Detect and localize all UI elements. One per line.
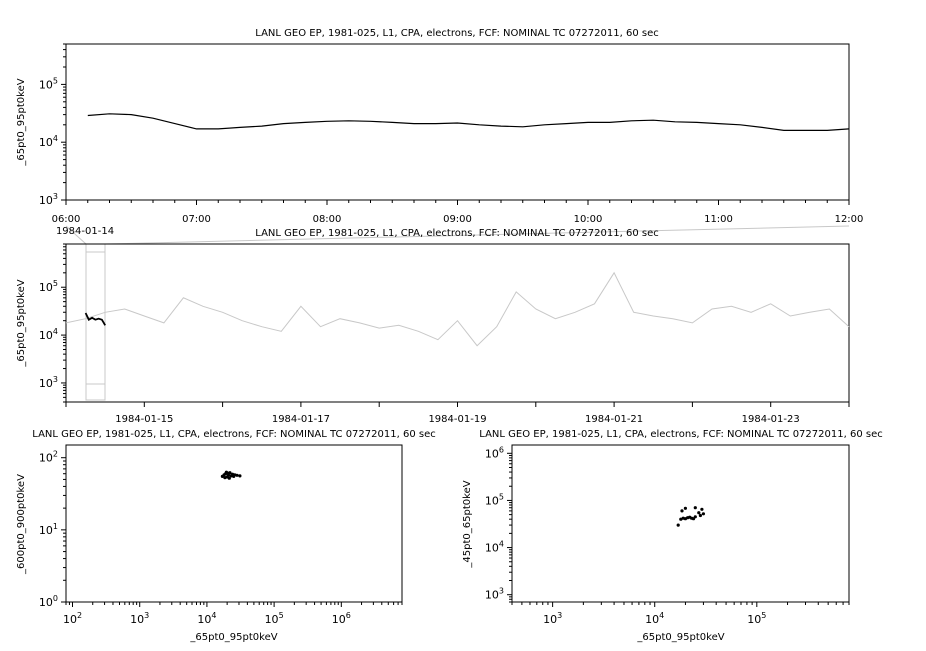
bl-plot-frame xyxy=(65,444,403,603)
top-panel: LANL GEO EP, 1981-025, L1, CPA, electron… xyxy=(16,28,863,237)
br-ytick-label: 103 xyxy=(485,587,504,602)
mid-xtick-label: 1984-01-19 xyxy=(428,414,486,425)
top-xtick-label: 08:00 xyxy=(313,214,342,225)
bl-xtick-label: 103 xyxy=(130,611,149,626)
br-xticks: 103 104 105 xyxy=(511,602,850,626)
bl-points xyxy=(220,470,242,480)
bl-ytick-label: 101 xyxy=(39,522,58,537)
br-ylabel: _45pt0_65pt0keV xyxy=(462,480,473,568)
br-plot-frame xyxy=(511,444,850,603)
bl-xticks: 102 103 104 105 106 xyxy=(63,602,403,626)
br-ytick-label: 106 xyxy=(485,445,504,460)
top-xticks: 06:00 07:00 08:00 09:00 10:00 11:00 12:00 xyxy=(52,200,864,225)
top-ytick-label: 104 xyxy=(39,134,58,149)
top-xtick-label: 09:00 xyxy=(443,214,472,225)
br-point xyxy=(693,515,697,519)
top-title: LANL GEO EP, 1981-025, L1, CPA, electron… xyxy=(255,28,658,39)
top-series xyxy=(87,113,850,131)
br-point xyxy=(701,512,706,516)
mid-ytick-label: 105 xyxy=(39,279,58,294)
bl-point xyxy=(223,476,227,480)
br-ytick-label: 105 xyxy=(485,492,504,507)
top-plot-frame xyxy=(65,43,850,201)
top-xtick-label: 12:00 xyxy=(835,214,864,225)
mid-series-line xyxy=(84,312,106,326)
bl-point xyxy=(238,474,242,478)
br-point xyxy=(693,506,697,510)
br-xtick-label: 104 xyxy=(645,611,664,626)
br-point xyxy=(698,513,703,518)
bl-xtick-label: 102 xyxy=(63,611,82,626)
mid-xticks: 1984-01-15 1984-01-17 1984-01-19 1984-01-21… xyxy=(65,402,850,425)
top-xtick-label: 10:00 xyxy=(574,214,603,225)
bl-ytick-label: 102 xyxy=(39,450,58,465)
bl-xtick-label: 104 xyxy=(197,611,216,626)
mid-ytick-label: 104 xyxy=(39,327,58,342)
top-yticks: 103 104 105 xyxy=(39,43,66,207)
top-xtick-label: 07:00 xyxy=(182,214,211,225)
mid-title: LANL GEO EP, 1981-025, L1, CPA, electron… xyxy=(255,228,658,239)
bl-point xyxy=(226,471,230,475)
bottom-left-panel: LANL GEO EP, 1981-025, L1, CPA, electron… xyxy=(16,429,436,643)
mid-yticks: 103 104 105 xyxy=(39,243,66,403)
top-xtick-label: 06:00 xyxy=(52,214,81,225)
bl-ytick-label: 100 xyxy=(39,594,58,609)
mid-xtick-label: 1984-01-21 xyxy=(585,414,643,425)
bl-title: LANL GEO EP, 1981-025, L1, CPA, electron… xyxy=(32,429,435,440)
mid-plot-frame xyxy=(65,243,850,403)
top-ytick-label: 103 xyxy=(39,192,58,207)
mid-xtick-label: 1984-01-15 xyxy=(115,414,173,425)
br-xtick-label: 103 xyxy=(543,611,562,626)
zoom-range-box xyxy=(85,243,106,401)
br-title: LANL GEO EP, 1981-025, L1, CPA, electron… xyxy=(479,429,882,440)
br-point xyxy=(680,509,684,513)
br-point xyxy=(676,523,680,527)
bl-xtick-label: 105 xyxy=(265,611,284,626)
zoom-connector xyxy=(65,225,850,401)
mid-series-line xyxy=(65,271,850,347)
bl-ylabel: _600pt0_900pt0keV xyxy=(16,474,27,575)
bl-xtick-label: 106 xyxy=(332,611,351,626)
br-point xyxy=(683,506,688,510)
bottom-right-panel: LANL GEO EP, 1981-025, L1, CPA, electron… xyxy=(462,429,883,643)
mid-series xyxy=(65,271,850,347)
br-point xyxy=(697,511,701,515)
mid-ytick-label: 103 xyxy=(39,375,58,390)
middle-panel: LANL GEO EP, 1981-025, L1, CPA, electron… xyxy=(16,228,850,425)
top-xtick-label: 11:00 xyxy=(704,214,733,225)
br-point xyxy=(700,507,704,511)
top-date-label: 1984-01-14 xyxy=(56,226,114,237)
br-ytick-label: 104 xyxy=(485,540,504,555)
top-ylabel: _65pt0_95pt0keV xyxy=(16,78,27,166)
br-points xyxy=(676,506,706,527)
br-point xyxy=(679,517,683,521)
br-yticks: 103 104 105 106 xyxy=(485,445,512,603)
mid-xtick-label: 1984-01-17 xyxy=(272,414,330,425)
top-ytick-label: 105 xyxy=(39,76,58,91)
bl-point xyxy=(227,476,231,480)
br-xlabel: _65pt0_95pt0keV xyxy=(636,632,724,643)
mid-xtick-label: 1984-01-23 xyxy=(742,414,800,425)
br-xtick-label: 105 xyxy=(747,611,766,626)
bl-xlabel: _65pt0_95pt0keV xyxy=(189,632,277,643)
top-series-line xyxy=(87,113,850,131)
bl-point xyxy=(235,473,239,477)
bl-yticks: 100 101 102 xyxy=(39,450,66,609)
mid-ylabel: _65pt0_95pt0keV xyxy=(16,279,27,367)
